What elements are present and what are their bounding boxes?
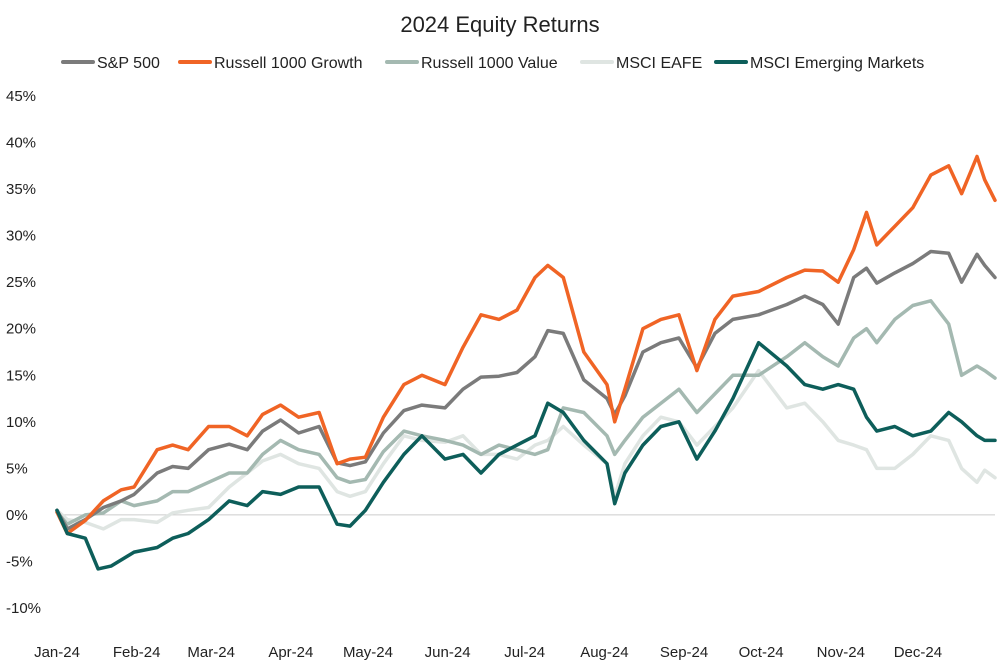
y-axis: -10% -5% 0% 5% 10% 15% 20% 25% 30% 35% 40% 45%	[6, 88, 41, 617]
legend-item: MSCI Emerging Markets	[714, 55, 924, 72]
x-tick-label: Feb-24	[113, 644, 161, 661]
legend-item: MSCI EAFE	[580, 55, 702, 72]
x-tick-label: Sep-24	[660, 644, 708, 661]
x-tick-label: Apr-24	[268, 644, 313, 661]
legend-label: MSCI EAFE	[616, 55, 702, 72]
x-tick-label: Aug-24	[580, 644, 628, 661]
legend-item: Russell 1000 Growth	[178, 55, 363, 72]
series-line-msci-eafe	[55, 368, 997, 531]
y-tick-label: -5%	[6, 553, 33, 570]
legend-item: S&P 500	[61, 55, 160, 72]
y-tick-label: 10%	[6, 414, 36, 431]
x-tick-label: Dec-24	[894, 644, 942, 661]
y-tick-label: 15%	[6, 367, 36, 384]
series-line-russell-1000-growth	[55, 154, 997, 536]
legend-label: S&P 500	[97, 55, 160, 72]
y-tick-label: 30%	[6, 228, 36, 245]
series-line-msci-emerging-markets	[55, 340, 997, 571]
y-tick-label: 45%	[6, 88, 36, 105]
x-tick-label: Jun-24	[425, 644, 471, 661]
series-layer	[55, 154, 997, 571]
x-tick-label: Mar-24	[187, 644, 235, 661]
y-tick-label: 20%	[6, 321, 36, 338]
series-line-s-p-500	[55, 249, 997, 531]
y-tick-label: 25%	[6, 274, 36, 291]
y-tick-label: 35%	[6, 181, 36, 198]
y-tick-label: 40%	[6, 135, 36, 152]
y-tick-label: 5%	[6, 460, 28, 477]
legend-label: Russell 1000 Value	[421, 55, 558, 72]
y-tick-label: 0%	[6, 507, 28, 524]
series-line-russell-1000-value	[55, 299, 997, 526]
x-tick-label: Nov-24	[817, 644, 865, 661]
x-tick-label: Jul-24	[504, 644, 545, 661]
legend: S&P 500 Russell 1000 Growth Russell 1000 V…	[61, 55, 924, 72]
legend-label: MSCI Emerging Markets	[750, 55, 924, 72]
chart-title: 2024 Equity Returns	[400, 12, 599, 37]
legend-label: Russell 1000 Growth	[214, 55, 363, 72]
x-axis: Jan-24 Feb-24 Mar-24 Apr-24 May-24 Jun-24 Jul-…	[34, 644, 942, 661]
legend-item: Russell 1000 Value	[385, 55, 558, 72]
x-tick-label: May-24	[343, 644, 393, 661]
x-tick-label: Jan-24	[34, 644, 80, 661]
x-tick-label: Oct-24	[739, 644, 784, 661]
y-tick-label: -10%	[6, 600, 41, 617]
